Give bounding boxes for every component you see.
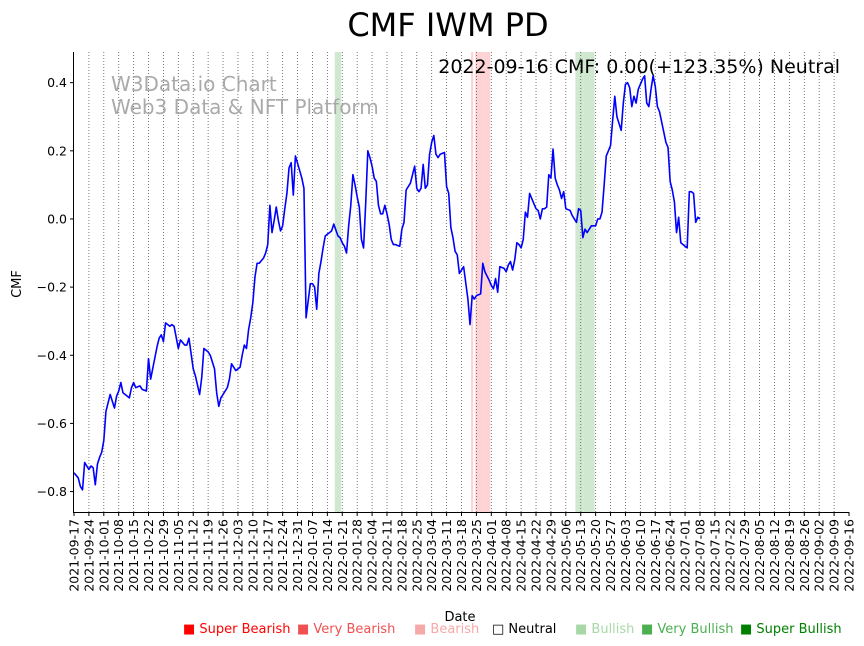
y-tick-label: −0.2 [37, 280, 67, 295]
x-tick-label: 2022-04-08 [499, 519, 514, 592]
y-tick-label: 0.4 [47, 75, 67, 90]
x-ticks: 2021-09-17 2021-09-24 2021-10-01 2021-10-08… [67, 512, 857, 592]
x-tick-label: 2021-10-01 [96, 519, 111, 592]
x-tick-label: 2021-11-19 [201, 519, 216, 592]
x-tick-label: 2022-01-21 [335, 519, 350, 592]
legend-item-super-bullish: ■ Super Bullish [740, 622, 842, 637]
x-tick-label: 2022-08-26 [797, 519, 812, 592]
x-tick-label: 2021-12-31 [290, 519, 305, 592]
signal-band-bullish-5 [583, 52, 595, 512]
chart-title: CMF IWM PD [347, 6, 548, 44]
x-tick-label: 2022-06-10 [633, 519, 648, 592]
x-tick-label: 2021-12-17 [260, 519, 275, 592]
legend-item-bullish: ■ Bullish [575, 622, 634, 637]
y-ticks: −0.8 −0.6 −0.4 −0.2 0.0 0.2 0.4 [37, 75, 74, 499]
x-tick-label: 2022-04-29 [543, 519, 558, 592]
x-tick-label: 2022-01-28 [350, 519, 365, 592]
x-tick-label: 2022-03-18 [454, 519, 469, 592]
signal-band-bearish-2 [475, 52, 484, 512]
signal-band-bearish-1 [471, 52, 474, 512]
x-tick-label: 2022-09-16 [842, 519, 857, 592]
x-tick-label: 2022-08-12 [767, 519, 782, 592]
x-tick-label: 2021-09-17 [67, 519, 82, 592]
x-tick-label: 2021-10-29 [156, 519, 171, 592]
y-tick-label: −0.8 [37, 484, 67, 499]
y-tick-label: −0.4 [37, 348, 67, 363]
signal-band-bullish-0 [334, 52, 342, 512]
x-tick-label: 2022-05-27 [603, 519, 618, 592]
x-tick-label: 2022-03-04 [424, 519, 439, 592]
legend-item-bearish: ■ Bearish [414, 622, 479, 637]
x-tick-label: 2022-01-14 [320, 519, 335, 592]
x-tick-label: 2022-06-24 [663, 519, 678, 592]
x-tick-label: 2022-07-29 [737, 519, 752, 592]
legend-item-neutral: □ Neutral [492, 622, 556, 637]
x-tick-label: 2022-06-03 [618, 519, 633, 592]
x-tick-label: 2022-02-25 [409, 519, 424, 592]
x-tick-label: 2021-12-03 [230, 519, 245, 592]
x-tick-label: 2022-05-20 [588, 519, 603, 592]
x-tick-label: 2022-07-01 [678, 519, 693, 592]
x-tick-label: 2021-11-12 [186, 519, 201, 592]
signal-legend: ■ Super Bearish ■ Very Bearish ■ Bearish □ … [183, 622, 842, 637]
x-tick-label: 2021-10-22 [141, 519, 156, 592]
y-tick-label: −0.6 [37, 416, 67, 431]
watermark: W3Data.io Chart Web3 Data & NFT Platform [111, 72, 379, 119]
signal-bands [334, 52, 595, 512]
x-tick-label: 2022-04-15 [514, 519, 529, 592]
x-tick-label: 2022-07-15 [707, 519, 722, 592]
x-tick-label: 2022-03-25 [469, 519, 484, 592]
x-tick-label: 2021-10-08 [111, 519, 126, 592]
x-tick-label: 2022-09-09 [827, 519, 842, 592]
x-tick-label: 2022-01-07 [305, 519, 320, 592]
x-tick-label: 2022-02-04 [365, 519, 380, 592]
date-gridlines [88, 52, 835, 512]
series-line-cmf [73, 75, 701, 491]
x-axis-label: Date [444, 610, 475, 625]
x-tick-label: 2022-02-11 [379, 519, 394, 592]
x-tick-label: 2022-03-11 [439, 519, 454, 592]
x-tick-label: 2022-08-19 [782, 519, 797, 592]
y-axis-label: CMF [10, 270, 25, 298]
x-tick-label: 2022-02-18 [394, 519, 409, 592]
x-tick-label: 2022-08-05 [752, 519, 767, 592]
x-tick-label: 2022-05-13 [573, 519, 588, 592]
legend-item-very-bearish: ■ Very Bearish [297, 622, 395, 637]
watermark-line-1: W3Data.io Chart [111, 72, 277, 96]
y-tick-label: 0.2 [47, 143, 67, 158]
signal-band-bearish-3 [483, 52, 491, 512]
x-tick-label: 2022-09-02 [812, 519, 827, 592]
legend-item-super-bearish: ■ Super Bearish [183, 622, 291, 637]
x-tick-label: 2021-11-05 [171, 519, 186, 592]
axes [73, 52, 849, 513]
x-tick-label: 2021-12-24 [275, 519, 290, 592]
y-tick-label: 0.0 [47, 211, 67, 226]
x-tick-label: 2022-06-17 [648, 519, 663, 592]
x-tick-label: 2022-07-08 [692, 519, 707, 592]
x-tick-label: 2022-05-06 [558, 519, 573, 592]
x-tick-label: 2022-04-22 [529, 519, 544, 592]
x-tick-label: 2021-11-26 [216, 519, 231, 592]
status-readout: 2022-09-16 CMF: 0.00(+123.35%) Neutral [438, 56, 840, 78]
x-tick-label: 2022-04-01 [484, 519, 499, 592]
watermark-line-2: Web3 Data & NFT Platform [111, 95, 379, 119]
x-tick-label: 2021-10-15 [126, 519, 141, 592]
x-tick-label: 2022-07-22 [722, 519, 737, 592]
legend-item-very-bullish: ■ Very Bullish [641, 622, 733, 637]
x-tick-label: 2021-12-10 [245, 519, 260, 592]
x-tick-label: 2021-09-24 [81, 519, 96, 592]
signal-band-bullish-4 [575, 52, 584, 512]
